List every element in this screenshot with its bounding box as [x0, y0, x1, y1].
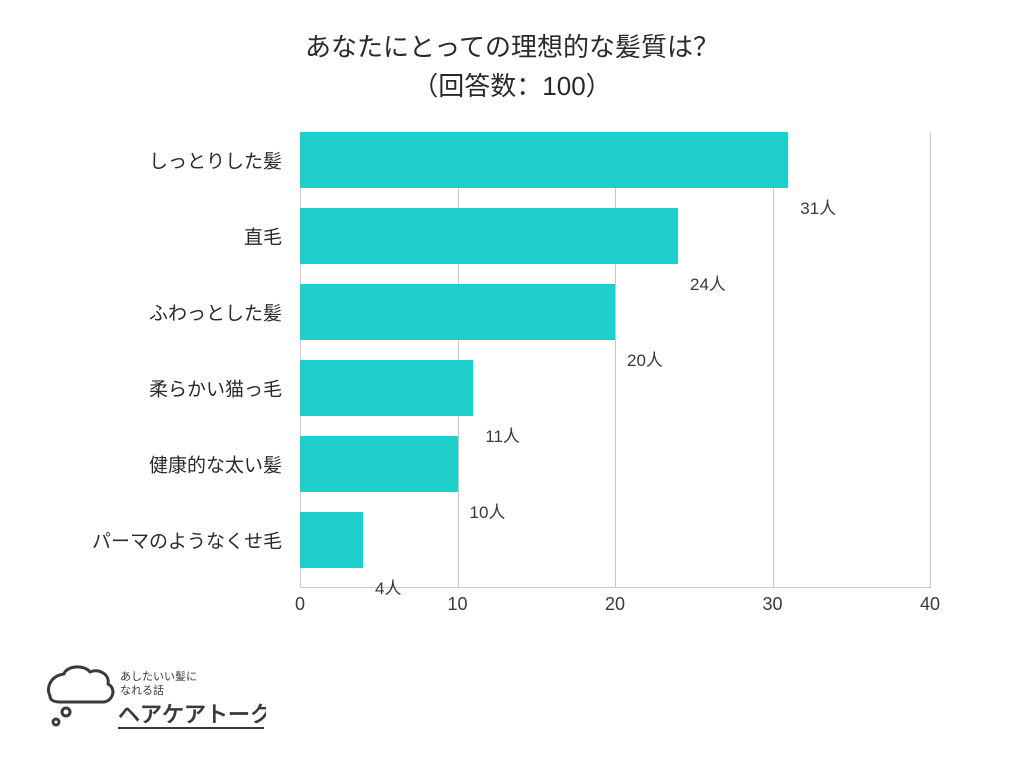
x-tick-label: 0	[295, 594, 305, 615]
category-label: 直毛	[244, 223, 282, 250]
category-label: ふわっとした髪	[149, 299, 282, 326]
bar	[300, 132, 788, 188]
category-label: 健康的な太い髪	[149, 451, 282, 478]
gridline	[773, 132, 774, 588]
x-tick-label: 10	[447, 594, 467, 615]
bar-value-label: 31人	[800, 194, 836, 219]
brand-logo: あしたいい髪に なれる話 ヘアケアトーク	[36, 658, 266, 738]
bar	[300, 208, 678, 264]
x-tick-label: 40	[920, 594, 940, 615]
plot-area: 31人しっとりした髪24人直毛20人ふわっとした髪11人柔らかい猫っ毛10人健康…	[300, 132, 930, 588]
x-axis-ticks: 010203040	[300, 594, 930, 622]
bar	[300, 436, 458, 492]
logo-tagline-2: なれる話	[120, 683, 164, 697]
bar	[300, 360, 473, 416]
bar-chart: 31人しっとりした髪24人直毛20人ふわっとした髪11人柔らかい猫っ毛10人健康…	[300, 132, 930, 622]
bar	[300, 512, 363, 568]
bar-value-label: 11人	[485, 422, 520, 447]
chart-title-line1: あなたにとっての理想的な髪質は？	[0, 28, 1024, 67]
logo-brand: ヘアケアトーク	[118, 702, 266, 727]
category-label: しっとりした髪	[149, 147, 282, 174]
bar-value-label: 10人	[470, 498, 506, 523]
logo-tagline-1: あしたいい髪に	[120, 669, 197, 683]
bar-value-label: 20人	[627, 346, 663, 371]
gridline	[615, 132, 616, 588]
bar-value-label: 24人	[690, 270, 726, 295]
x-tick-label: 30	[762, 594, 782, 615]
gridline	[930, 132, 931, 588]
chart-title-line2: （回答数：100）	[0, 67, 1024, 106]
bar	[300, 284, 615, 340]
category-label: パーマのようなくせ毛	[92, 527, 282, 554]
category-label: 柔らかい猫っ毛	[149, 375, 282, 402]
x-tick-label: 20	[605, 594, 625, 615]
chart-title-block: あなたにとっての理想的な髪質は？ （回答数：100）	[0, 0, 1024, 106]
